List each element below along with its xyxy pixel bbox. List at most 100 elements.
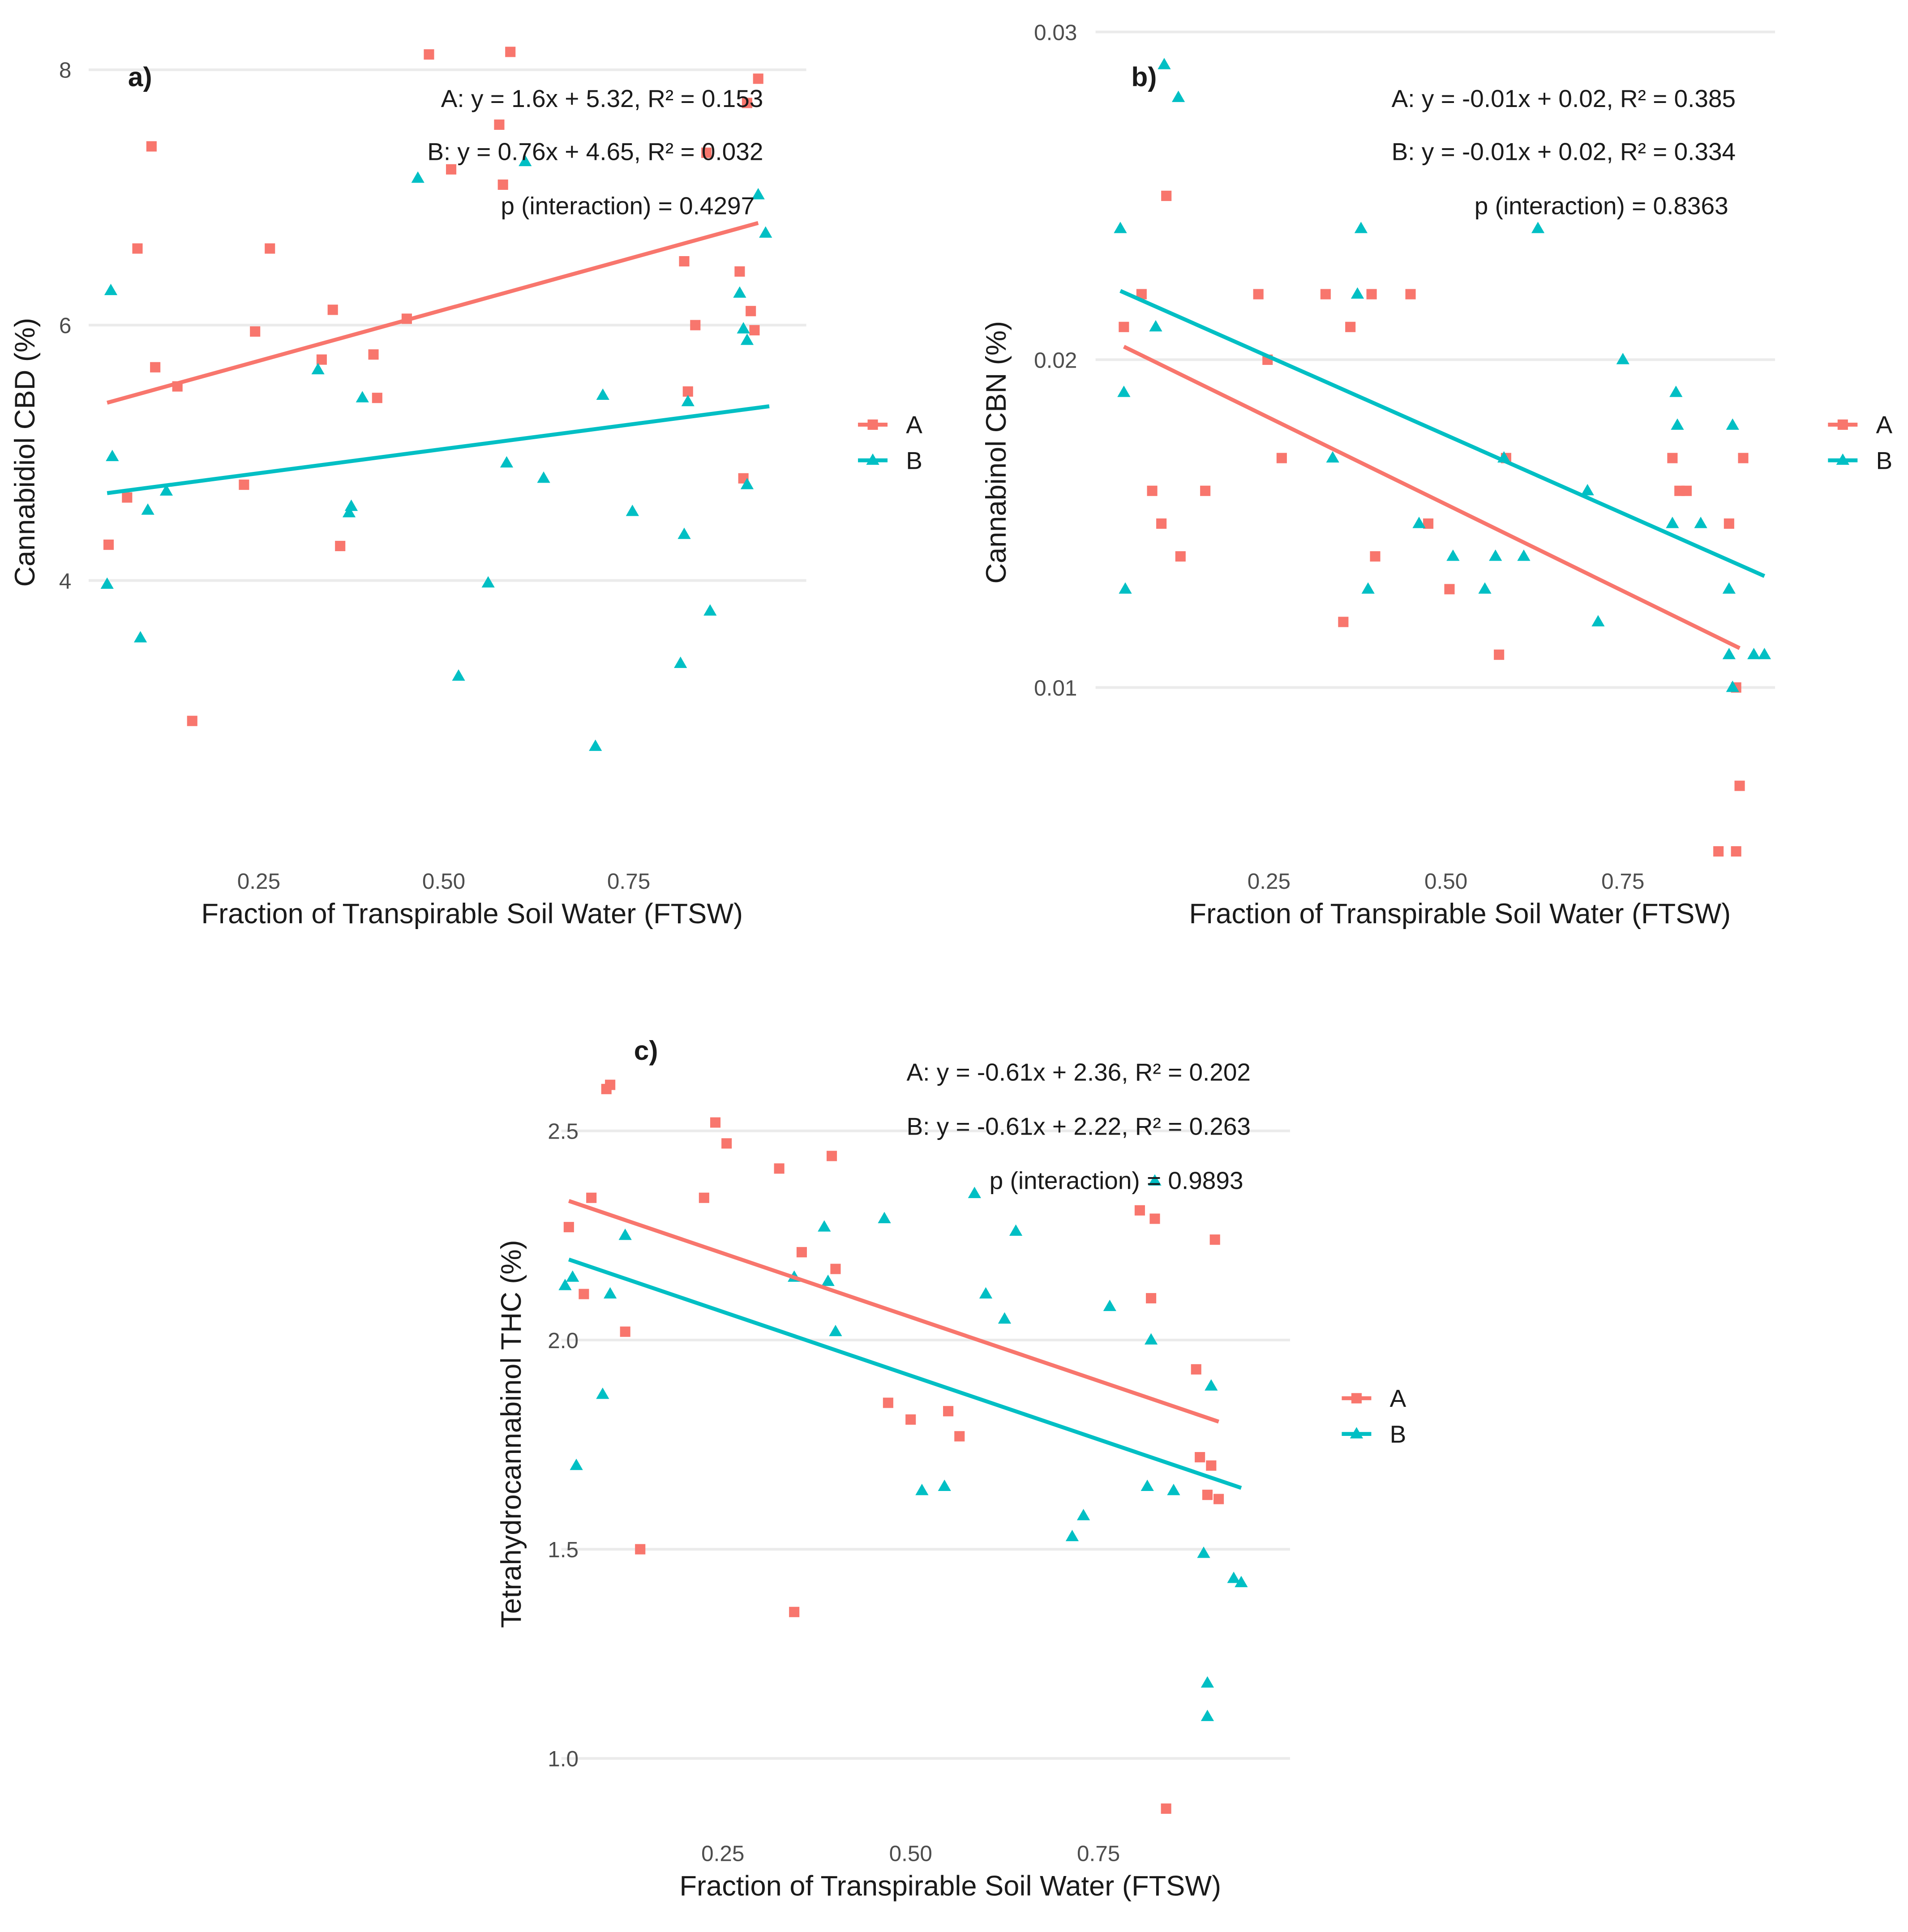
- x-tick-label: 0.25: [237, 869, 280, 894]
- data-point-a: [1276, 453, 1287, 463]
- y-tick-label: 6: [59, 313, 72, 338]
- data-point-b: [979, 1287, 993, 1299]
- data-point-b: [519, 154, 532, 167]
- panel-a: 4 6 8 0.25 0.50 0.75 Fraction of Transpirable …: [9, 47, 922, 930]
- y-tick-label: 2.0: [548, 1328, 579, 1353]
- data-point-b: [915, 1483, 929, 1495]
- y-tick-label: 1.5: [548, 1538, 579, 1562]
- regression-line-a: [568, 1199, 1220, 1424]
- equation-annotation: A: y = -0.01x + 0.02, R² = 0.385: [1392, 85, 1736, 112]
- legend-key-marker-b: [1836, 453, 1849, 465]
- series-b-points: [1114, 58, 1771, 692]
- data-point-a: [1423, 518, 1434, 529]
- data-point-a: [146, 141, 157, 152]
- data-point-b: [618, 1228, 632, 1240]
- data-point-b: [356, 391, 369, 403]
- data-point-a: [774, 1163, 785, 1174]
- data-point-b: [1591, 615, 1605, 627]
- data-point-a: [1253, 289, 1264, 300]
- data-point-a: [830, 1264, 841, 1274]
- data-point-a: [1191, 1364, 1201, 1375]
- x-tick-label: 0.50: [422, 869, 465, 894]
- y-tick-label: 0.03: [1034, 20, 1077, 45]
- data-point-a: [1175, 551, 1186, 562]
- y-axis-title: Cannabidiol CBD (%): [9, 318, 41, 587]
- data-point-a: [954, 1431, 965, 1442]
- data-point-b: [1148, 1174, 1162, 1186]
- data-point-b: [821, 1274, 835, 1286]
- regression-line-b: [1119, 289, 1766, 578]
- data-point-a: [701, 147, 712, 158]
- data-point-b: [1722, 647, 1736, 660]
- data-point-b: [537, 471, 550, 483]
- data-point-a: [1366, 289, 1377, 300]
- data-point-b: [818, 1220, 831, 1232]
- equation-annotation: p (interaction) = 0.4297: [501, 192, 755, 219]
- data-point-b: [311, 363, 325, 374]
- data-point-b: [1205, 1379, 1218, 1391]
- data-point-a: [150, 362, 161, 373]
- data-point-b: [733, 286, 746, 298]
- data-point-b: [1114, 222, 1127, 233]
- data-point-b: [1517, 549, 1531, 561]
- data-point-a: [1338, 617, 1349, 627]
- data-point-a: [132, 243, 143, 254]
- legend-key-marker-a: [867, 419, 878, 430]
- data-point-b: [1197, 1546, 1210, 1558]
- data-point-a: [690, 320, 701, 330]
- data-point-a: [497, 179, 508, 190]
- data-point-b: [452, 669, 465, 681]
- data-point-b: [626, 505, 639, 516]
- y-axis-title: Tetrahydrocannabinol THC (%): [496, 1240, 527, 1628]
- panel-b: 0.01 0.02 0.03 0.25 0.50 0.75 Fraction of Tran…: [981, 20, 1893, 929]
- data-point-b: [141, 503, 154, 515]
- data-point-a: [1681, 485, 1692, 496]
- data-point-a: [635, 1544, 646, 1555]
- data-point-b: [1227, 1572, 1240, 1583]
- data-point-a: [1202, 1490, 1213, 1500]
- data-point-a: [586, 1192, 597, 1203]
- data-point-b: [1666, 517, 1679, 528]
- regression-line-a: [107, 221, 759, 405]
- equation-annotation: B: y = 0.76x + 4.65, R² = 0.032: [427, 137, 763, 165]
- data-point-a: [1731, 846, 1741, 857]
- data-point-a: [1320, 289, 1331, 300]
- data-point-b: [1489, 549, 1502, 561]
- data-point-a: [679, 256, 690, 267]
- legend-label-b: B: [1876, 446, 1893, 474]
- data-point-a: [710, 1117, 721, 1128]
- equation-annotation: A: y = -0.61x + 2.36, R² = 0.202: [907, 1058, 1251, 1086]
- legend-label-a: A: [1390, 1384, 1406, 1412]
- legend-key-marker-b: [1350, 1427, 1363, 1439]
- equation-annotation: p (interaction) = 0.9893: [990, 1167, 1243, 1195]
- x-axis-title: Fraction of Transpirable Soil Water (FTS…: [201, 898, 743, 930]
- data-point-b: [1009, 1224, 1023, 1236]
- x-axis-title: Fraction of Transpirable Soil Water (FTS…: [679, 1871, 1221, 1902]
- panel-label: a): [128, 61, 152, 92]
- data-point-b: [968, 1187, 981, 1198]
- data-point-b: [1065, 1529, 1079, 1542]
- data-point-b: [740, 478, 754, 489]
- data-point-a: [368, 349, 379, 360]
- data-point-b: [133, 631, 147, 643]
- data-point-a: [721, 1138, 732, 1149]
- data-point-a: [742, 98, 752, 108]
- data-point-a: [749, 325, 760, 336]
- panel-label: b): [1131, 61, 1157, 92]
- data-point-a: [1494, 649, 1505, 660]
- y-tick-label: 1.0: [548, 1747, 579, 1771]
- data-point-b: [596, 388, 609, 400]
- data-point-a: [265, 243, 275, 254]
- data-point-b: [1616, 353, 1629, 364]
- data-point-a: [250, 326, 261, 337]
- regression-line-b: [568, 1257, 1242, 1490]
- data-point-a: [883, 1397, 893, 1408]
- data-point-b: [159, 484, 173, 496]
- data-point-a: [1161, 1803, 1171, 1814]
- data-point-a: [446, 164, 457, 175]
- data-point-a: [1370, 551, 1381, 562]
- data-point-a: [1156, 518, 1167, 529]
- regression-line-b: [107, 404, 770, 495]
- series-a-points: [103, 47, 763, 726]
